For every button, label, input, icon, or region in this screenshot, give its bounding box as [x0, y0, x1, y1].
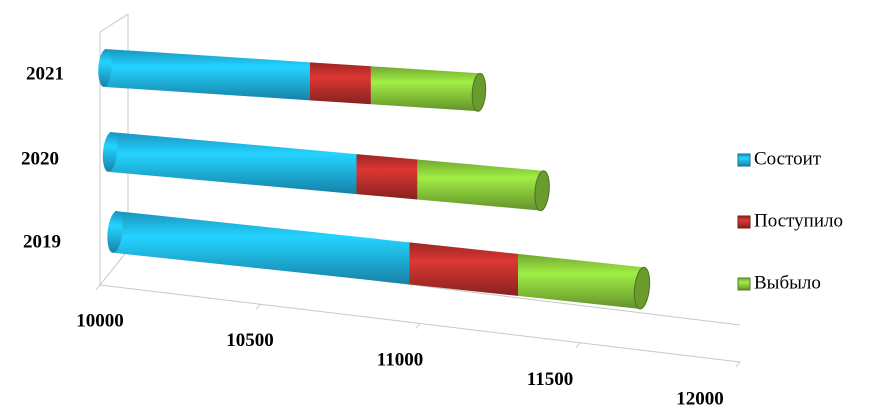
bar-cap-start: [102, 132, 118, 172]
bar-cap-end: [633, 266, 651, 310]
legend-swatch: [737, 153, 751, 167]
bar-segment: [409, 242, 518, 296]
bar-segment: [309, 62, 371, 105]
bar-cap-end: [471, 72, 487, 112]
x-tick: [95, 284, 101, 291]
x-tick-label: 10500: [226, 330, 274, 351]
x-tick: [415, 323, 421, 329]
legend-label: Выбыло: [754, 272, 821, 293]
legend-label: Поступило: [754, 210, 843, 231]
bar-segment: [518, 253, 642, 310]
y-tick-label: 2021: [26, 63, 64, 84]
x-tick-label: 10000: [76, 310, 124, 331]
bar-segment: [417, 159, 543, 211]
legend-swatch: [737, 215, 751, 229]
bar-segment: [105, 49, 310, 101]
bar-segment: [110, 132, 357, 195]
x-tick: [575, 342, 581, 349]
x-tick-label: 11500: [527, 369, 573, 390]
x-tick-label: 11000: [377, 349, 423, 370]
x-tick: [735, 361, 741, 368]
bar-cap-start: [98, 49, 112, 87]
legend-label: Состоит: [754, 148, 822, 169]
x-tick: [255, 303, 261, 310]
bar-segment: [356, 154, 418, 200]
bar-segment: [115, 211, 410, 285]
y-tick-label: 2020: [21, 148, 59, 169]
bar-segment: [370, 66, 479, 112]
y-tick-label: 2019: [23, 231, 61, 252]
x-tick-label: 12000: [676, 388, 724, 409]
bar-cap-end: [534, 170, 550, 212]
bar-cap-start: [107, 211, 123, 253]
legend-swatch: [737, 277, 751, 291]
